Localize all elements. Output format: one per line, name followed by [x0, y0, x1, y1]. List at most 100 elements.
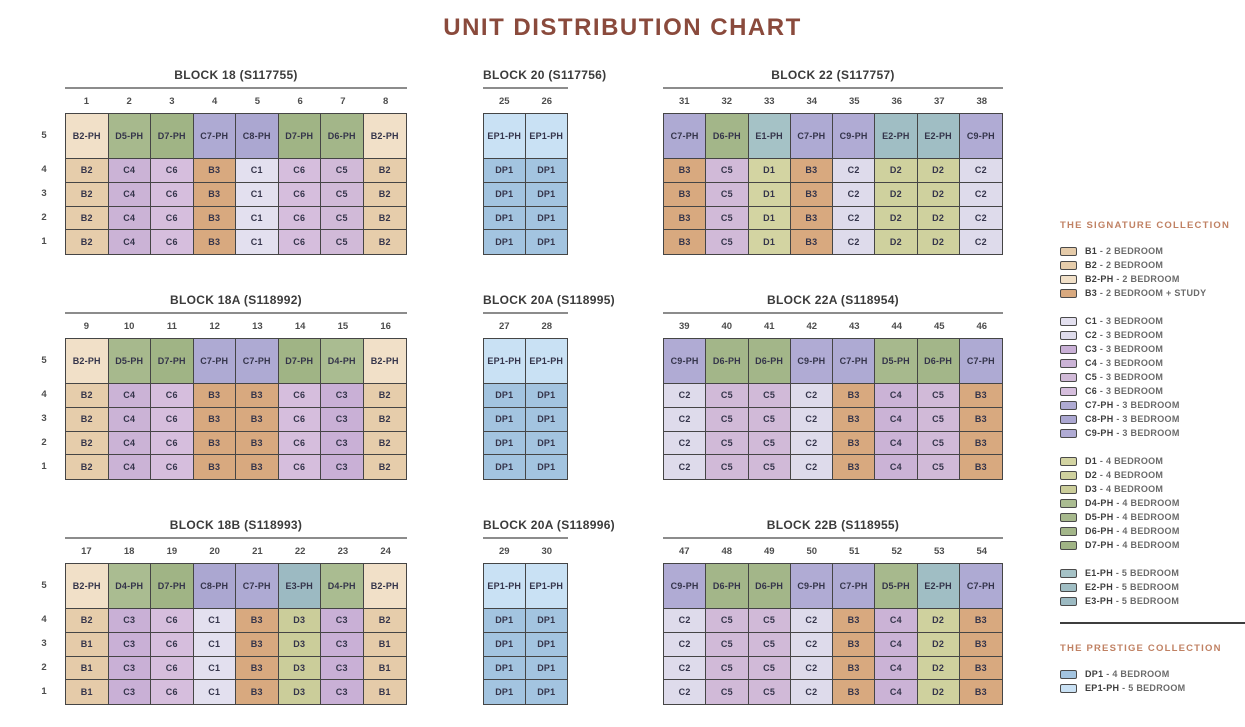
unit-cell: B3 — [959, 609, 1002, 633]
unit-cell: C6 — [278, 159, 321, 183]
stack-number: 54 — [976, 545, 988, 557]
unit-cell: C6 — [278, 206, 321, 231]
legend-unit-description: 2 BEDROOM + STUDY — [1106, 288, 1207, 298]
legend-swatch — [1060, 372, 1077, 382]
unit-cell: C2 — [664, 407, 707, 432]
unit-cell: B3 — [236, 384, 279, 408]
legend-item: E1-PH - 5 BEDROOM — [1060, 566, 1245, 580]
legend-unit-code: C8-PH — [1085, 414, 1114, 424]
unit-grid: EP1-PH EP1-PH DP1 DP1 DP1 DP1 DP1 DP1 DP1 DP1 — [483, 113, 568, 255]
unit-cell: B2 — [363, 384, 406, 408]
unit-cell: DP1 — [525, 407, 567, 432]
unit-cell: C6 — [278, 455, 321, 479]
legend-item: D3 - 4 BEDROOM — [1060, 482, 1245, 496]
unit-cell: EP1-PH — [525, 564, 567, 609]
unit-cell: C8-PH — [193, 564, 236, 609]
unit-cell: B3 — [959, 431, 1002, 456]
block-title: BLOCK 20 (S117756) — [483, 68, 607, 82]
legend-label: D6-PH - 4 BEDROOM — [1085, 526, 1180, 536]
legend-swatch — [1060, 498, 1077, 508]
unit-cell: B3 — [193, 431, 236, 456]
unit-cell: C2 — [959, 182, 1002, 207]
unit-cell: C4 — [875, 384, 918, 408]
unit-cell: C5 — [706, 407, 749, 432]
unit-cell: C4 — [875, 680, 918, 704]
unit-cell: C2 — [790, 407, 833, 432]
legend-label: D2 - 4 BEDROOM — [1085, 470, 1163, 480]
legend-unit-code: B3 — [1085, 288, 1098, 298]
floor-label: 2 — [41, 661, 47, 673]
legend-item: D2 - 4 BEDROOM — [1060, 468, 1245, 482]
unit-cell: C6 — [278, 230, 321, 254]
unit-cell: B2 — [363, 230, 406, 254]
block: BLOCK 22A (S118954) 39 40 41 42 43 44 45 46 C9-PH… — [663, 293, 1003, 480]
legend-unit-description: 3 BEDROOM — [1106, 344, 1164, 354]
unit-cell: C5 — [917, 384, 960, 408]
legend-group: E1-PH - 5 BEDROOM E2-PH - 5 BEDROOM E3-PH … — [1060, 566, 1245, 608]
legend-unit-code: C1 — [1085, 316, 1098, 326]
legend-unit-description: 4 BEDROOM — [1122, 512, 1180, 522]
unit-cell: D3 — [278, 609, 321, 633]
unit-cell: C2 — [664, 609, 707, 633]
legend-unit-description: 3 BEDROOM — [1106, 316, 1164, 326]
unit-cell: C7-PH — [790, 114, 833, 159]
legend-separator: - — [1097, 246, 1107, 256]
unit-cell: B3 — [833, 407, 876, 432]
unit-cell: B2 — [66, 455, 109, 479]
legend-unit-code: B2-PH — [1085, 274, 1114, 284]
legend-swatch — [1060, 512, 1077, 522]
unit-cell: C3 — [321, 455, 364, 479]
unit-cell: C4 — [875, 407, 918, 432]
legend-label: D4-PH - 4 BEDROOM — [1085, 498, 1180, 508]
unit-cell: C9-PH — [664, 564, 707, 609]
unit-cell: B3 — [193, 455, 236, 479]
unit-cell: C5 — [748, 680, 791, 704]
unit-grid: B2-PH D5-PH D7-PH C7-PH C8-PH D7-PH D6-PH B2-PH… — [65, 113, 407, 255]
legend-unit-description: 4 BEDROOM — [1106, 484, 1164, 494]
unit-cell: C2 — [833, 206, 876, 231]
unit-cell: C5 — [706, 609, 749, 633]
block-title: BLOCK 22A (S118954) — [767, 293, 899, 307]
unit-cell: C2 — [790, 632, 833, 657]
unit-cell: B2 — [66, 159, 109, 183]
legend-swatch — [1060, 386, 1077, 396]
legend-unit-code: DP1 — [1085, 669, 1104, 679]
legend-item: E3-PH - 5 BEDROOM — [1060, 594, 1245, 608]
stack-number: 34 — [806, 95, 818, 107]
unit-cell: DP1 — [484, 182, 526, 207]
unit-cell: DP1 — [484, 206, 526, 231]
legend-swatch — [1060, 358, 1077, 368]
unit-cell: D6-PH — [748, 339, 791, 384]
legend-unit-code: C4 — [1085, 358, 1098, 368]
unit-cell: C7-PH — [664, 114, 707, 159]
unit-cell: B3 — [833, 656, 876, 681]
unit-cell: C6 — [151, 455, 194, 479]
unit-cell: B2-PH — [363, 339, 406, 384]
unit-cell: D2 — [917, 656, 960, 681]
stack-number: 40 — [721, 320, 733, 332]
stack-number: 51 — [848, 545, 860, 557]
unit-cell: C2 — [790, 431, 833, 456]
unit-cell: C6 — [151, 182, 194, 207]
stack-number: 32 — [721, 95, 733, 107]
unit-cell: D7-PH — [151, 339, 194, 384]
stack-number: 2 — [126, 95, 132, 107]
unit-cell: D2 — [917, 609, 960, 633]
unit-cell: C3 — [321, 632, 364, 657]
unit-cell: B3 — [790, 230, 833, 254]
unit-cell: C4 — [108, 230, 151, 254]
legend-swatch — [1060, 596, 1077, 606]
legend-label: C4 - 3 BEDROOM — [1085, 358, 1163, 368]
unit-grid: C7-PH D6-PH E1-PH C7-PH C9-PH E2-PH E2-PH C9-PH… — [663, 113, 1003, 255]
unit-cell: D2 — [917, 182, 960, 207]
legend-unit-code: E3-PH — [1085, 596, 1114, 606]
unit-cell: C2 — [664, 455, 707, 479]
unit-cell: C3 — [321, 680, 364, 704]
legend-separator: - — [1097, 260, 1107, 270]
stack-number: 41 — [763, 320, 775, 332]
legend-separator: - — [1097, 344, 1107, 354]
unit-cell: C2 — [959, 230, 1002, 254]
stack-numbers-row: 39 40 41 42 43 44 45 46 — [663, 314, 1003, 338]
unit-cell: C2 — [833, 182, 876, 207]
